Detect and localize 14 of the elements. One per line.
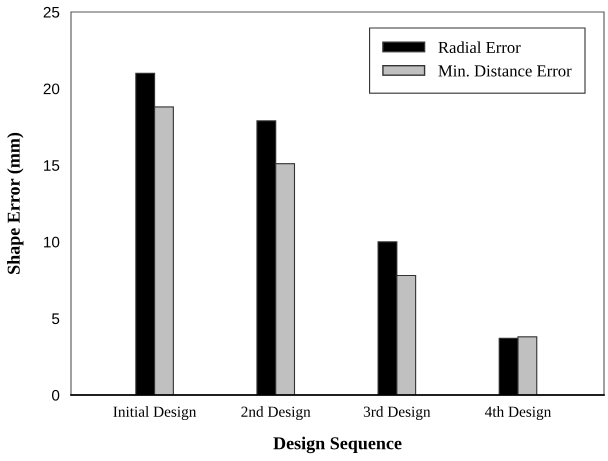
legend-label: Radial Error bbox=[438, 41, 521, 54]
y-axis-title: Shape Error (mm) bbox=[7, 132, 24, 274]
y-tick-label: 10 bbox=[44, 236, 60, 248]
y-tick-label: 20 bbox=[44, 83, 60, 94]
x-tick-label: Initial Design bbox=[113, 406, 196, 420]
legend-label: Min. Distance Error bbox=[438, 65, 572, 77]
x-axis-title: Design Sequence bbox=[273, 436, 402, 454]
y-tick-label: 15 bbox=[44, 160, 60, 171]
x-tick-label: 2nd Design bbox=[241, 406, 310, 420]
y-tick-label: 25 bbox=[44, 6, 60, 18]
y-tick-label: 0 bbox=[52, 390, 60, 401]
x-tick-label: 3rd Design bbox=[364, 406, 430, 420]
x-tick-label: 4th Design bbox=[484, 406, 552, 420]
y-tick-label: 5 bbox=[52, 313, 60, 324]
